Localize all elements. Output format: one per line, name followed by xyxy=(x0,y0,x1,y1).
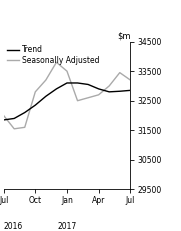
Text: 2017: 2017 xyxy=(57,222,77,231)
Legend: Trend, Seasonally Adjusted: Trend, Seasonally Adjusted xyxy=(7,46,99,64)
Text: $m: $m xyxy=(117,31,130,40)
Text: 2016: 2016 xyxy=(4,222,23,231)
